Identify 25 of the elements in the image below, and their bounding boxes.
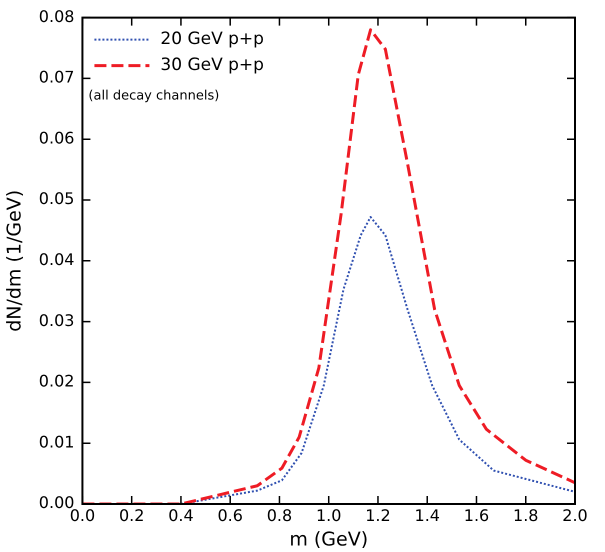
- y-tick-label: 0.01: [38, 432, 74, 452]
- y-axis-title: dN/dm (1/GeV): [3, 190, 26, 332]
- line-series: [180, 216, 575, 504]
- line-series: [82, 28, 575, 504]
- y-tick-label: 0.03: [38, 310, 74, 330]
- y-tick-label: 0.04: [38, 250, 74, 269]
- x-tick-label: 1.6: [464, 506, 490, 525]
- y-tick-label: 0.07: [38, 68, 74, 87]
- x-tick-label: 1.2: [365, 506, 391, 525]
- legend-label: 20 GeV p+p: [160, 29, 264, 50]
- x-tick-label: 0.6: [217, 506, 243, 525]
- x-tick-label: 0.8: [266, 506, 292, 525]
- y-tick-label: 0.05: [38, 189, 74, 208]
- x-tick-label: 0.4: [168, 506, 194, 525]
- annotation: (all decay channels): [88, 88, 220, 104]
- y-tick-label: 0.02: [38, 372, 74, 391]
- x-tick-label: 1.4: [414, 506, 440, 525]
- x-axis-title: m (GeV): [289, 528, 368, 551]
- y-tick-label: 0.06: [38, 128, 74, 148]
- x-tick-label: 0.2: [118, 506, 144, 525]
- x-tick-label: 1.8: [513, 506, 538, 525]
- x-tick-label: 1.0: [316, 506, 342, 525]
- y-tick-label: 0.08: [38, 6, 74, 26]
- x-tick-label: 2.0: [562, 506, 588, 525]
- legend-label: 30 GeV p+p: [160, 55, 264, 76]
